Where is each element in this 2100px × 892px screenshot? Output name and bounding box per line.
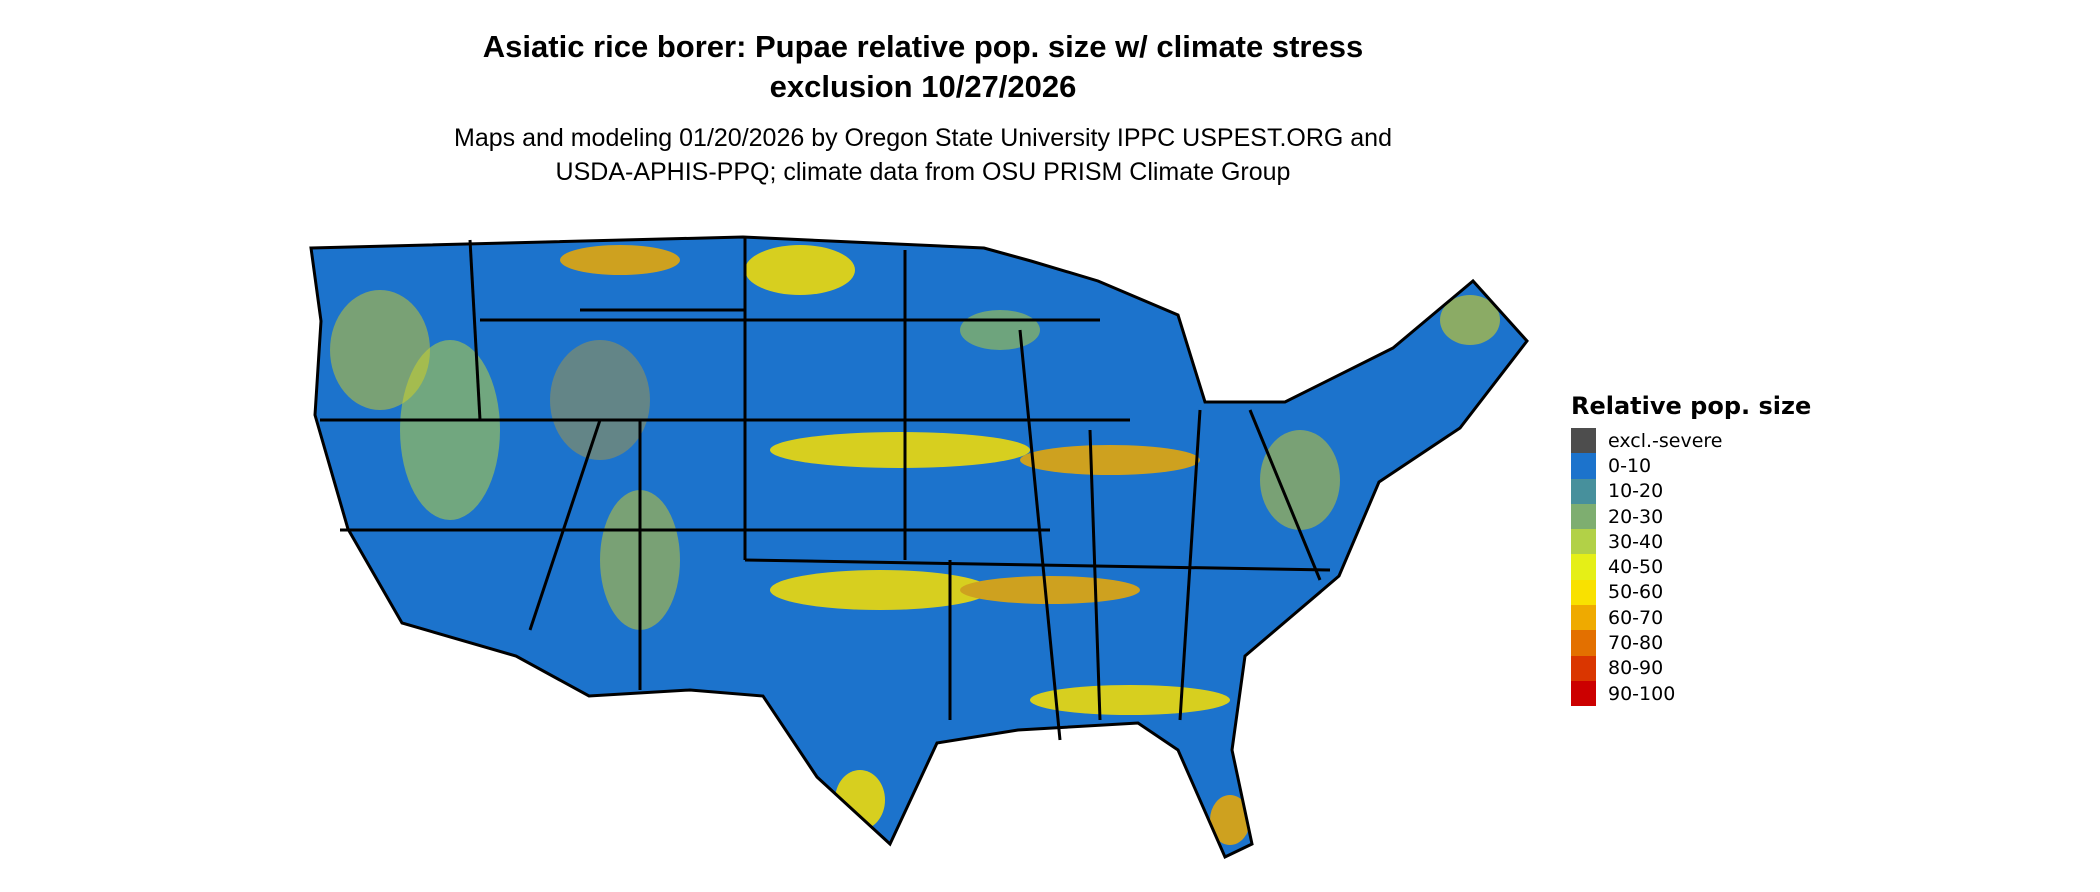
legend-swatch <box>1571 529 1596 555</box>
legend-item: 40-50 <box>1571 554 1811 580</box>
legend-title: Relative pop. size <box>1571 392 1812 420</box>
legend-swatch <box>1571 630 1596 656</box>
legend-label: 50-60 <box>1608 581 1664 604</box>
legend-item: 80-90 <box>1571 655 1811 681</box>
legend-swatch <box>1571 503 1596 530</box>
legend-item: 60-70 <box>1571 605 1811 631</box>
legend-item: 90-100 <box>1571 680 1811 707</box>
legend-label: 90-100 <box>1608 682 1676 705</box>
legend-item: 10-20 <box>1571 478 1811 504</box>
legend-swatch <box>1571 554 1596 580</box>
legend-item: 70-80 <box>1571 630 1811 656</box>
state-borders <box>309 235 1529 860</box>
legend-label: 60-70 <box>1608 606 1664 629</box>
legend-swatch <box>1571 680 1596 707</box>
legend-label: 10-20 <box>1608 480 1664 503</box>
map-subtitle-line1: Maps and modeling 01/20/2026 by Oregon S… <box>454 124 1392 152</box>
legend-label: 0-10 <box>1608 454 1652 477</box>
legend-label: 70-80 <box>1608 632 1664 655</box>
legend-swatch <box>1571 655 1596 681</box>
legend-label: 30-40 <box>1608 530 1664 553</box>
legend-label: 80-90 <box>1608 657 1664 680</box>
legend-item: 50-60 <box>1571 579 1811 606</box>
map-title-line1: Asiatic rice borer: Pupae relative pop. … <box>482 29 1364 64</box>
us-land-fill <box>311 237 1527 857</box>
legend-item: 20-30 <box>1571 503 1811 530</box>
legend-swatch <box>1571 428 1596 454</box>
legend-item: excl.-severe <box>1571 428 1811 454</box>
legend-label: excl.-severe <box>1608 429 1723 452</box>
map-subtitle-line2: USDA-APHIS-PPQ; climate data from OSU PR… <box>555 158 1291 186</box>
legend-item: 30-40 <box>1571 529 1811 555</box>
legend-items: excl.-severe 0-10 10-20 20-30 30-40 40-50 50-6… <box>1571 428 1811 707</box>
legend-swatch <box>1571 478 1596 504</box>
legend-swatch <box>1571 579 1596 606</box>
legend-item: 0-10 <box>1571 453 1811 479</box>
legend-swatch <box>1571 453 1596 479</box>
legend-swatch <box>1571 605 1596 631</box>
map-title-line2: exclusion 10/27/2026 <box>769 69 1077 104</box>
legend-label: 20-30 <box>1608 505 1664 528</box>
legend-label: 40-50 <box>1608 556 1664 579</box>
legend: Relative pop. size excl.-severe 0-10 10-20… <box>1571 392 1812 707</box>
